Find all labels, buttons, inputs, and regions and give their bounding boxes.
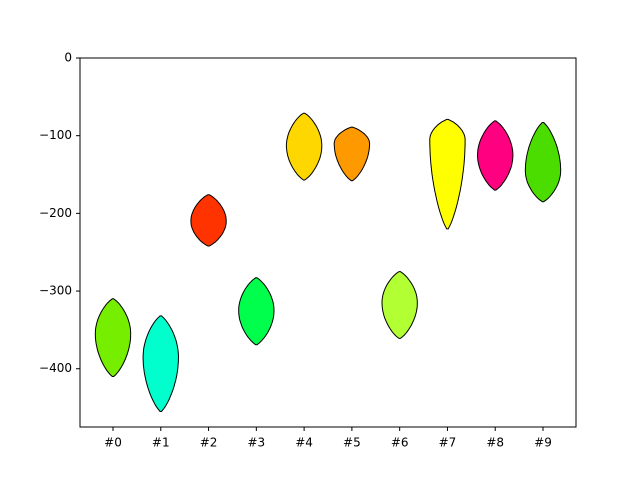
plot-frame [79, 57, 577, 428]
x-tick-label: #2 [200, 436, 218, 450]
violin [190, 194, 227, 247]
violin [476, 120, 514, 191]
x-tick-label: #9 [534, 436, 552, 450]
violin [333, 126, 371, 182]
violin [381, 271, 418, 339]
y-tick-label: −300 [39, 284, 72, 298]
violin [429, 118, 466, 230]
y-tick-label: −200 [39, 206, 72, 220]
x-tick-label: #3 [247, 436, 265, 450]
violin [94, 298, 132, 377]
violin [524, 122, 562, 203]
y-tick-label: −400 [39, 361, 72, 375]
violin [142, 315, 180, 412]
x-tick-label: #5 [343, 436, 361, 450]
x-tick-label: #6 [391, 436, 409, 450]
y-tick-label: 0 [64, 51, 72, 65]
x-tick-label: #0 [104, 436, 122, 450]
violin [238, 277, 275, 346]
y-tick-label: −100 [39, 128, 72, 142]
x-tick-label: #8 [486, 436, 504, 450]
x-tick-label: #7 [439, 436, 457, 450]
x-tick-label: #1 [152, 436, 170, 450]
x-tick-label: #4 [295, 436, 313, 450]
violin [285, 112, 323, 181]
